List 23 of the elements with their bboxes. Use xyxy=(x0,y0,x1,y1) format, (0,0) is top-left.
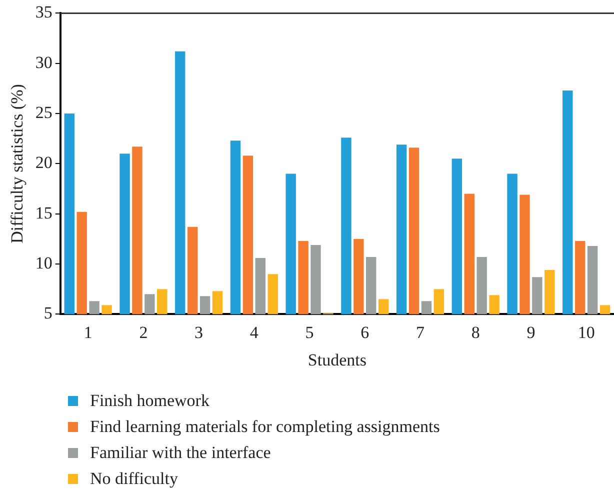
y-tick-label: 15 xyxy=(35,203,52,222)
legend-label: No difficulty xyxy=(90,469,178,489)
legend-label: Find learning materials for completing assignments xyxy=(90,417,440,437)
y-tick-label: 30 xyxy=(35,52,52,72)
x-tick-label: 5 xyxy=(305,322,314,342)
y-tick-label: 10 xyxy=(35,254,52,272)
y-tick-label: 5 xyxy=(44,304,52,323)
legend-label: Finish homework xyxy=(90,391,210,411)
x-tick-label: 8 xyxy=(471,322,480,342)
y-tick-label: 35 xyxy=(35,2,52,22)
x-tick-label: 7 xyxy=(416,322,425,342)
x-tick-label: 6 xyxy=(360,322,370,342)
x-tick-label: 1 xyxy=(84,322,92,342)
x-tick-label: 3 xyxy=(194,322,204,342)
y-axis-title: Difficulty statistics (%) xyxy=(8,84,27,244)
x-tick-label: 2 xyxy=(139,322,148,342)
x-axis-title: Students xyxy=(308,350,366,370)
y-tick-label: 25 xyxy=(35,103,52,122)
y-tick-label: 20 xyxy=(35,153,52,172)
x-tick-label: 9 xyxy=(526,322,536,342)
x-tick-label: 4 xyxy=(250,322,259,342)
x-tick-label: 10 xyxy=(578,322,595,342)
legend-label: Familiar with the interface xyxy=(90,443,271,463)
